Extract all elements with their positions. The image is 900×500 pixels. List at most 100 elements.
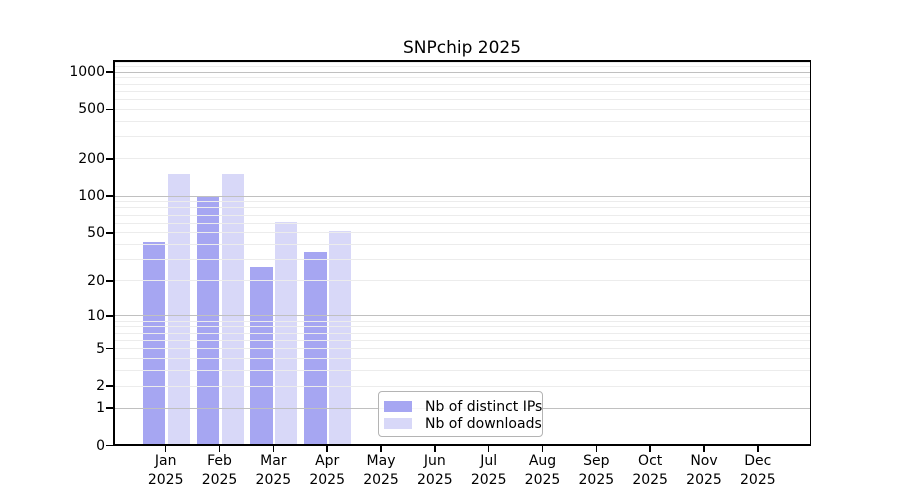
gridline-minor	[113, 339, 811, 341]
gridline-minor	[113, 259, 811, 261]
gridline-minor	[113, 385, 811, 387]
x-axis-tick-label: Sep 2025	[566, 452, 626, 490]
x-tick-year: 2025	[255, 472, 292, 488]
y-axis-tick-label: 2	[96, 378, 105, 395]
y-axis-tick-label: 50	[87, 224, 105, 241]
bottom-spine	[113, 444, 811, 446]
x-tick-year: 2025	[363, 472, 399, 488]
x-tick-mark	[380, 446, 382, 452]
gridline-minor	[113, 90, 811, 92]
gridline-minor	[113, 77, 811, 79]
gridline-minor	[113, 332, 811, 334]
gridline-minor	[113, 136, 811, 138]
y-axis-tick-label: 1	[96, 400, 105, 417]
x-tick-year: 2025	[740, 472, 776, 488]
left-spine	[113, 60, 115, 446]
x-tick-year: 2025	[309, 472, 345, 488]
gridline-minor	[113, 214, 811, 216]
x-tick-year: 2025	[147, 472, 184, 488]
y-tick-mark	[106, 195, 113, 197]
x-tick-month: Jan	[154, 453, 177, 469]
bar-downloads	[167, 174, 190, 446]
x-tick-mark	[164, 446, 167, 452]
y-axis-tick-label: 1000	[69, 64, 105, 80]
chart-title: SNPchip 2025	[402, 38, 522, 58]
gridline-minor	[113, 207, 811, 209]
legend: Nb of distinct IPs Nb of downloads	[378, 391, 543, 437]
bar-distinct-ips	[250, 267, 273, 446]
y-axis-tick-label: 500	[78, 101, 105, 118]
x-tick-month: Nov	[690, 453, 718, 469]
x-axis-tick-label: May 2025	[351, 452, 411, 490]
x-tick-mark	[649, 446, 651, 452]
gridline-minor	[113, 120, 811, 122]
x-tick-month: Oct	[638, 453, 663, 469]
x-tick-month: Feb	[207, 453, 232, 469]
bar-distinct-ips	[142, 242, 166, 446]
gridline-minor	[113, 326, 811, 328]
x-tick-month: Aug	[528, 453, 557, 469]
x-tick-mark	[272, 446, 275, 452]
gridline-minor	[113, 61, 811, 63]
gridline-minor	[113, 99, 811, 101]
x-tick-mark	[218, 446, 221, 452]
x-tick-year: 2025	[470, 472, 507, 488]
gridline-minor	[113, 320, 811, 322]
x-tick-year: 2025	[201, 472, 238, 488]
y-tick-mark	[106, 158, 113, 160]
x-tick-mark	[595, 446, 598, 452]
x-axis-tick-label: Apr 2025	[297, 452, 357, 490]
x-tick-mark	[326, 446, 328, 452]
x-tick-year: 2025	[524, 472, 561, 488]
gridline-minor	[113, 348, 811, 350]
legend-swatch	[384, 401, 412, 412]
y-tick-mark	[106, 71, 113, 73]
gridline-minor	[113, 244, 811, 246]
right-spine	[809, 60, 811, 446]
x-tick-year: 2025	[417, 472, 453, 488]
top-spine	[113, 60, 811, 62]
y-tick-mark	[106, 385, 113, 387]
y-tick-mark	[106, 347, 113, 350]
x-tick-year: 2025	[578, 472, 615, 488]
y-axis-tick-label: 5	[96, 340, 105, 357]
gridline-minor	[113, 222, 811, 224]
gridline-minor	[113, 357, 811, 359]
x-tick-month: Apr	[315, 453, 340, 469]
x-axis-tick-label: Mar 2025	[243, 452, 303, 490]
plot-area: Nb of distinct IPs Nb of downloads	[113, 60, 811, 446]
x-axis-tick-label: Oct 2025	[620, 452, 680, 490]
y-axis-tick-label: 0	[96, 437, 105, 454]
x-tick-month: Jul	[480, 453, 498, 469]
y-tick-mark	[106, 407, 113, 409]
bar-downloads	[221, 174, 244, 446]
gridline-minor	[113, 232, 811, 234]
gridline-major	[113, 71, 811, 73]
bar-downloads	[329, 230, 352, 446]
x-tick-month: Dec	[744, 453, 772, 469]
x-tick-mark	[434, 446, 436, 452]
legend-label: Nb of distinct IPs	[425, 398, 543, 415]
gridline-major	[113, 195, 811, 197]
gridline-major	[113, 315, 811, 317]
legend-swatch	[384, 418, 412, 429]
x-axis-tick-label: Jan 2025	[136, 452, 196, 490]
y-axis-tick-label: 10	[87, 307, 105, 324]
legend-item: Nb of downloads	[384, 415, 542, 432]
gridline-minor	[113, 108, 811, 110]
y-tick-mark	[106, 108, 113, 111]
x-tick-month: Mar	[260, 453, 287, 469]
y-tick-mark	[106, 315, 113, 317]
legend-item: Nb of distinct IPs	[384, 398, 542, 415]
x-tick-mark	[703, 446, 705, 452]
y-tick-mark	[106, 232, 113, 234]
y-tick-mark	[106, 444, 113, 447]
x-axis-tick-label: Feb 2025	[190, 452, 250, 490]
x-axis-tick-label: Nov 2025	[674, 452, 734, 490]
x-axis-tick-label: Dec 2025	[728, 452, 788, 490]
y-axis-tick-label: 100	[78, 188, 105, 204]
x-tick-month: Sep	[583, 453, 610, 469]
x-tick-year: 2025	[632, 472, 668, 488]
legend-label: Nb of downloads	[425, 415, 542, 432]
